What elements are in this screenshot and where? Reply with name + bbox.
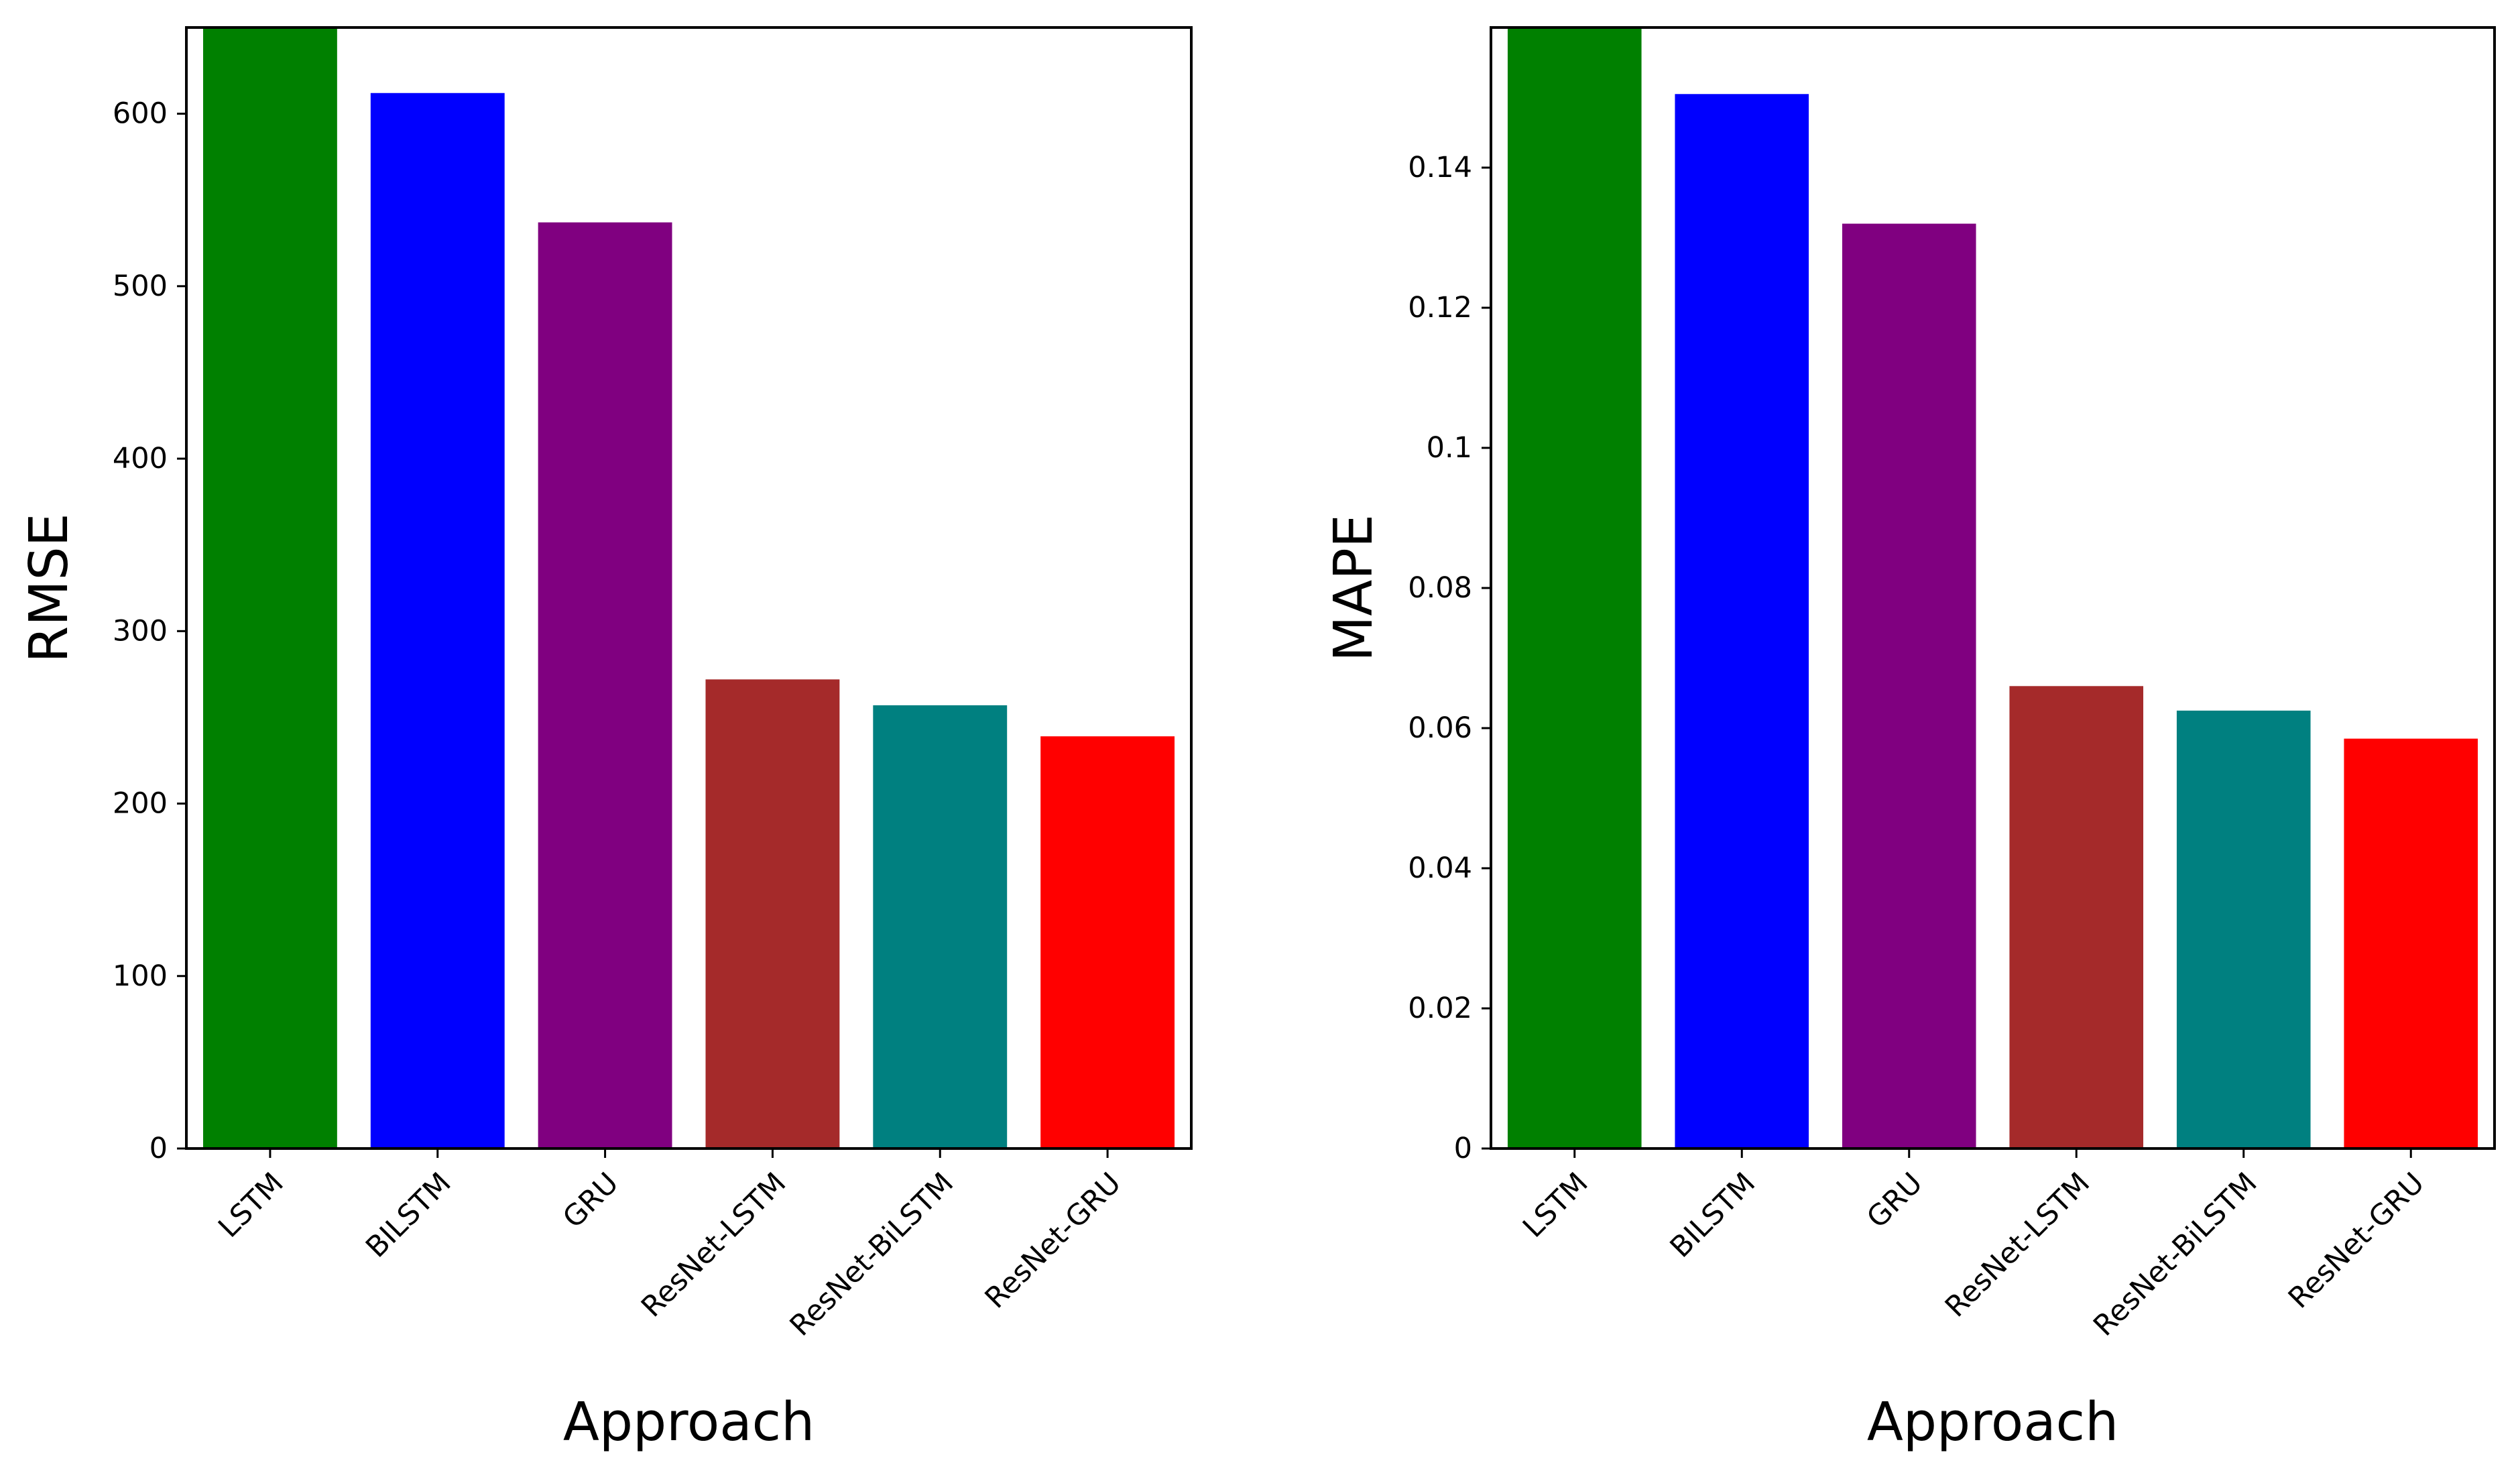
mape-category-label-resnet-lstm: ResNet-LSTM [1939,1166,2096,1323]
mape-bar-bilstm [1675,94,1809,1149]
rmse-category-label-bilstm: BILSTM [359,1166,457,1264]
mape-bar-gru [1842,223,1976,1149]
mape-ytick-label: 0.08 [1408,571,1472,605]
mape-category-label-resnet-bilstm: ResNet-BiLSTM [2087,1166,2263,1342]
rmse-bar-resnet-lstm [705,679,840,1149]
mape-ytick-label: 0.14 [1408,151,1472,184]
rmse-ytick-label: 500 [113,270,168,303]
rmse-x-axis-title: Approach [563,1391,815,1453]
mape-ytick-label: 0.1 [1427,431,1472,465]
mape-category-label-lstm: LSTM [1516,1166,1594,1244]
rmse-category-label-resnet-lstm: ResNet-LSTM [635,1166,792,1323]
mape-ytick-label: 0.04 [1408,851,1472,885]
mape-bar-resnet-gru [2344,738,2478,1149]
rmse-chart-panel: 0 100 200 300 400 500 600 LSTM BILSTM GRU ResNet-L… [18,26,1193,1453]
rmse-ytick-label: 100 [113,959,168,993]
mape-category-label-gru: GRU [1860,1166,1929,1234]
rmse-ytick-label: 0 [149,1132,168,1165]
rmse-ytick-label: 300 [113,614,168,648]
mape-category-label-bilstm: BILSTM [1664,1166,1762,1264]
rmse-ytick-label: 200 [113,787,168,821]
mape-ytick-label: 0 [1454,1132,1472,1165]
mape-y-axis-title: MAPE [1323,514,1384,662]
rmse-category-label-gru: GRU [556,1166,625,1234]
rmse-category-label-lstm: LSTM [212,1166,290,1244]
rmse-ytick-label: 600 [113,97,168,131]
mape-x-axis-title: Approach [1867,1391,2118,1453]
mape-ytick-label: 0.02 [1408,992,1472,1025]
rmse-bar-gru [538,222,672,1149]
rmse-y-axis-title: RMSE [18,513,80,662]
mape-chart-panel: 0 0.02 0.04 0.06 0.08 0.1 0.12 0.14 LSTM BILSTM GR… [1323,26,2496,1453]
rmse-category-label-resnet-bilstm: ResNet-BiLSTM [784,1166,960,1342]
rmse-ytick-label: 400 [113,442,168,475]
mape-bar-lstm [1507,27,1642,1149]
rmse-bar-lstm [202,27,337,1149]
rmse-plot-frame [185,26,1193,1150]
rmse-bar-resnet-gru [1040,736,1175,1149]
mape-bar-resnet-lstm [2009,686,2144,1149]
rmse-bar-resnet-bilstm [873,705,1008,1149]
mape-bar-resnet-bilstm [2176,710,2311,1149]
mape-ytick-label: 0.06 [1408,711,1472,745]
rmse-bar-bilstm [370,93,505,1149]
mape-category-label-resnet-gru: ResNet-GRU [2282,1166,2431,1315]
rmse-category-label-resnet-gru: ResNet-GRU [979,1166,1128,1315]
mape-ytick-label: 0.12 [1408,291,1472,325]
